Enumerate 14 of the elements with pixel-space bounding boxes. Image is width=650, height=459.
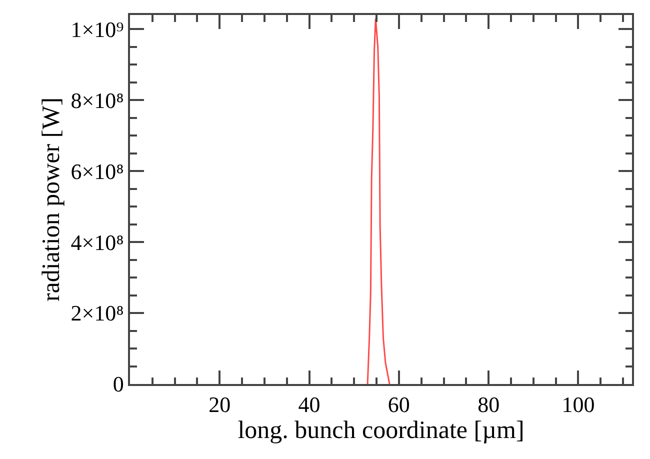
x-tick-label: 60 — [388, 392, 410, 418]
y-tick-label: 4×10⁸ — [70, 230, 124, 255]
x-axis-title: long. bunch coordinate [µm] — [238, 417, 524, 444]
x-tick-label: 40 — [298, 392, 320, 418]
x-tick-label: 80 — [478, 392, 500, 418]
line-series — [366, 18, 390, 384]
y-axis-title: radiation power [W] — [38, 97, 66, 302]
y-tick-label: 2×10⁸ — [70, 300, 124, 326]
x-tick-label: 100 — [562, 392, 595, 418]
y-tick-label: 6×10⁸ — [70, 158, 124, 184]
y-tick-label: 0 — [112, 372, 124, 397]
y-tick-label: 8×10⁸ — [70, 88, 124, 113]
x-tick-label: 20 — [208, 392, 231, 418]
y-tick-label: 1×10⁹ — [70, 16, 124, 42]
